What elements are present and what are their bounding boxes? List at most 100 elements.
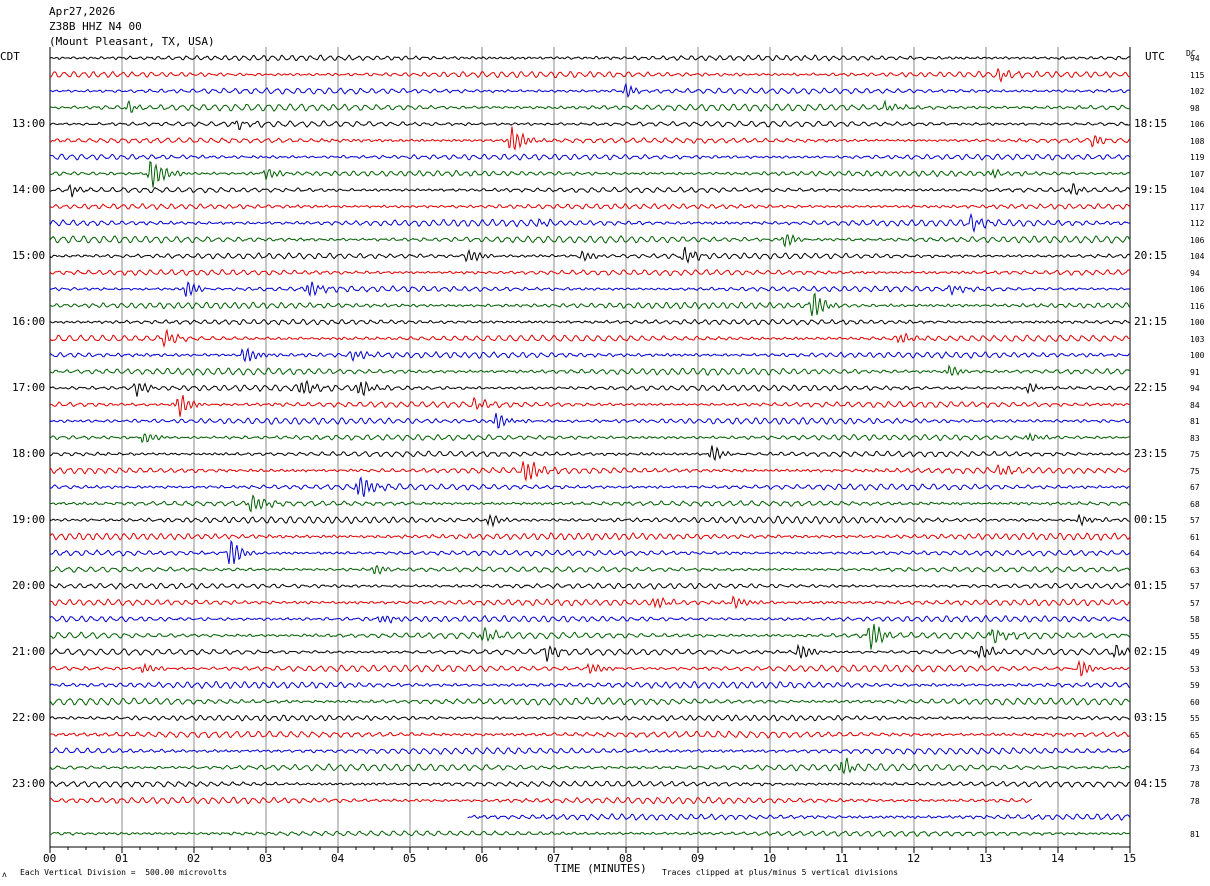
dc-offset-label: 58 [1190, 615, 1200, 624]
dc-offset-label: 94 [1190, 54, 1200, 63]
x-tick-label: 11 [835, 852, 849, 865]
trace-line [49, 746, 1131, 755]
x-tick-label: 02 [187, 852, 201, 865]
trace-line [49, 364, 1131, 377]
trace-line [49, 445, 1131, 462]
dc-offset-label: 75 [1190, 466, 1200, 476]
x-tick-label: 00 [43, 852, 57, 865]
trace-line [49, 379, 1131, 397]
left-hour-label: 18:00 [12, 447, 46, 460]
trace-line [49, 796, 1033, 805]
x-tick-label: 15 [1123, 852, 1137, 865]
right-hour-label: 00:15 [1134, 513, 1168, 526]
dc-offset-label: 73 [1190, 763, 1200, 773]
dc-offset-label: 75 [1190, 450, 1200, 459]
dc-offset-label: 100 [1190, 318, 1205, 327]
dc-offset-label: 117 [1190, 202, 1205, 212]
trace-line [49, 757, 1131, 775]
dc-offset-label: 98 [1190, 103, 1200, 113]
left-hour-label: 20:00 [12, 579, 46, 592]
trace-line [49, 780, 1131, 788]
trace-line [467, 813, 1131, 821]
dc-offset-label: 57 [1190, 598, 1200, 608]
x-tick-label: 14 [1051, 852, 1065, 865]
trace-line [49, 82, 1131, 99]
dc-offset-label: 59 [1190, 681, 1200, 690]
trace-line [49, 494, 1131, 513]
trace-line [49, 183, 1131, 198]
trace-line [49, 476, 1130, 497]
trace-line [49, 99, 1131, 113]
right-hour-label: 03:15 [1134, 711, 1168, 724]
left-hour-label: 16:00 [12, 315, 46, 328]
right-hour-label: 20:15 [1134, 249, 1168, 262]
trace-line [49, 54, 1131, 62]
trace-line [49, 532, 1131, 541]
x-tick-label: 09 [691, 852, 705, 865]
trace-line [49, 212, 1131, 234]
trace-line [49, 328, 1131, 349]
dc-offset-label: 94 [1190, 384, 1200, 393]
trace-line [49, 346, 1130, 363]
trace-line [49, 659, 1131, 677]
dc-offset-label: 94 [1190, 268, 1200, 278]
left-hour-label: 13:00 [12, 117, 46, 130]
trace-line [49, 234, 1131, 248]
right-hour-label: 22:15 [1134, 381, 1168, 394]
trace-line [49, 126, 1131, 151]
trace-line [49, 595, 1131, 610]
left-hour-label: 23:00 [12, 777, 46, 790]
trace-line [49, 431, 1131, 444]
dc-offset-label: 78 [1190, 796, 1200, 806]
x-tick-label: 03 [259, 852, 273, 865]
x-tick-label: 10 [763, 852, 777, 865]
dc-offset-label: 91 [1190, 367, 1200, 377]
trace-line [49, 730, 1131, 739]
dc-offset-label: 55 [1190, 714, 1200, 723]
dc-offset-label: 67 [1190, 483, 1200, 492]
dc-header-label: DC [1186, 49, 1196, 58]
left-hour-label: 14:00 [12, 183, 46, 196]
dc-offset-label: 61 [1190, 532, 1200, 542]
date-label: Apr27,2026 [49, 5, 116, 18]
trace-line [49, 394, 1131, 417]
dc-offset-label: 84 [1190, 400, 1200, 410]
right-hour-label: 04:15 [1134, 777, 1168, 790]
right-hour-label: 21:15 [1134, 315, 1168, 328]
dc-offset-label: 119 [1190, 153, 1205, 162]
trace-line [49, 292, 1131, 317]
x-axis-title: TIME (MINUTES) [554, 862, 647, 875]
left-hour-label: 19:00 [12, 513, 46, 526]
dc-offset-label: 104 [1190, 186, 1205, 195]
left-hour-label: 17:00 [12, 381, 46, 394]
dc-offset-label: 108 [1190, 136, 1205, 146]
left-timezone-label: CDT [0, 50, 20, 63]
dc-offset-label: 100 [1190, 351, 1205, 360]
trace-line [49, 643, 1131, 662]
right-timezone-label: UTC [1145, 50, 1165, 63]
dc-offset-label: 104 [1190, 252, 1205, 261]
trace-line [49, 461, 1131, 482]
trace-line [49, 203, 1131, 211]
dc-offset-label: 102 [1190, 87, 1205, 96]
x-tick-label: 12 [907, 852, 921, 865]
dc-offset-label: 106 [1190, 285, 1205, 294]
location-label: (Mount Pleasant, TX, USA) [49, 35, 215, 48]
dc-offset-label: 83 [1190, 433, 1200, 443]
x-tick-label: 13 [979, 852, 993, 865]
corner-mark: ᴧ [2, 870, 7, 879]
dc-offset-label: 63 [1190, 565, 1200, 575]
trace-line [49, 67, 1131, 84]
dc-offset-label: 57 [1190, 516, 1200, 525]
x-tick-label: 07 [547, 852, 561, 865]
right-hour-label: 19:15 [1134, 183, 1168, 196]
trace-line [49, 539, 1131, 564]
trace-line [49, 281, 1131, 298]
dc-offset-label: 106 [1190, 120, 1205, 129]
dc-offset-label: 49 [1190, 648, 1200, 657]
station-label: Z38B HHZ N4 00 [49, 20, 142, 33]
x-tick-label: 06 [475, 852, 489, 865]
trace-line [49, 624, 1131, 650]
x-tick-label: 08 [619, 852, 633, 865]
